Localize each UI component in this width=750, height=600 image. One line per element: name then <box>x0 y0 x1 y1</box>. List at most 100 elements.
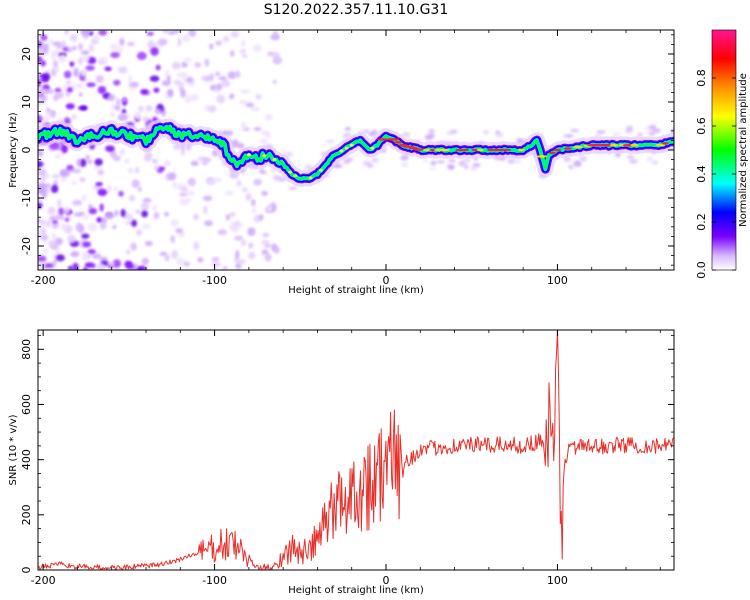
spectrogram-noise-blob <box>73 67 79 77</box>
spectrogram-noise-blob <box>170 235 176 243</box>
spectrogram-noise-blob <box>100 222 107 230</box>
spectrogram-noise-blob <box>96 217 102 223</box>
colorbar: 0.0 0.2 0.4 0.6 0.8 Normalized spectral ampl… <box>695 29 749 279</box>
spectrogram-noise-blob <box>126 41 135 47</box>
spectrogram-noise-blob <box>214 71 221 77</box>
spectrogram-halo-blob <box>651 160 659 165</box>
spectrogram-noise-blob <box>213 177 222 183</box>
spectrogram-noise-blob <box>161 80 171 87</box>
spectrogram-ridge-peak <box>536 155 548 158</box>
spectrogram-halo-blob <box>428 166 437 170</box>
spectrogram-noise-blob <box>135 209 141 214</box>
spectrogram-noise-blob <box>60 222 68 232</box>
spectrogram-noise-blob <box>38 149 44 157</box>
spectrogram-noise-blob <box>110 51 120 58</box>
spectrogram-noise-blob <box>272 79 277 85</box>
spectrogram-noise-blob <box>125 249 131 256</box>
spectrogram-noise-blob <box>131 219 138 227</box>
spectrogram-halo-blob <box>646 156 654 163</box>
spectrogram-noise-blob <box>179 192 188 197</box>
spectrogram-noise-blob <box>220 79 231 88</box>
spectrogram-noise-blob <box>190 160 199 167</box>
spectrogram-noise-blob <box>109 43 119 51</box>
spectrogram-noise-blob <box>149 75 160 82</box>
spectrogram-halo-blob <box>593 134 602 138</box>
spectrogram-y-ticks: -20 -10 0 10 20 <box>20 34 674 266</box>
spectrogram-noise-blob <box>175 228 184 234</box>
spectrogram-noise-blob <box>58 207 65 216</box>
spectrogram-noise-blob <box>155 64 161 71</box>
spectrogram-noise-blob <box>72 199 83 206</box>
spectrogram-halo-blob <box>344 126 351 131</box>
spectrogram-halo-blob <box>422 159 429 163</box>
colorbar-tick-label: 0.2 <box>695 213 708 231</box>
spectrogram-noise-blob <box>218 76 227 81</box>
snr-y-tick-label: 600 <box>20 394 33 415</box>
spectrogram-noise-blob <box>153 163 160 171</box>
spectrogram-noise-blob <box>153 87 160 93</box>
spectrogram-halo-blob <box>463 164 469 170</box>
spectrogram-noise-blob <box>130 242 137 251</box>
spectrogram-noise-blob <box>51 174 60 179</box>
spectrogram-noise-blob <box>113 186 118 192</box>
spectrogram-halo-blob <box>563 133 573 139</box>
spectrogram-noise-blob <box>88 207 98 215</box>
spectrogram-noise-blob <box>80 55 90 62</box>
spectrogram-noise-blob <box>224 190 234 196</box>
spectrogram-noise-blob <box>69 61 75 67</box>
spectrogram-halo-blob <box>463 157 471 163</box>
spectrogram-noise-blob <box>38 218 42 224</box>
spectrogram-noise-blob <box>143 154 152 162</box>
spectrogram-noise-blob <box>112 224 117 230</box>
spectrogram-noise-blob <box>87 249 96 255</box>
spectrogram-halo-blob <box>573 162 582 167</box>
spectrogram-noise-blob <box>264 253 272 262</box>
spectrogram-ridge-peak <box>563 147 572 150</box>
spectrogram-ridge-peak <box>318 168 323 172</box>
spectrogram-noise-blob <box>45 219 52 228</box>
spectrogram-noise-blob <box>93 33 100 43</box>
spectrogram-noise-blob <box>233 235 244 241</box>
spectrogram-noise-blob <box>40 226 47 236</box>
spectrogram-ridge-peak <box>517 148 525 152</box>
spectrogram-noise-blob <box>107 261 115 267</box>
spectrogram-noise-blob <box>182 72 188 82</box>
spectrogram-ridge-peak <box>288 170 292 174</box>
spectrogram-noise-blob <box>266 205 273 213</box>
spectrogram-noise-blob <box>176 257 184 266</box>
spectrogram-noise-blob <box>172 181 178 189</box>
spectrogram-halo-blob <box>288 186 298 191</box>
spectrogram-noise-blob <box>132 263 139 270</box>
spectrogram-ridge-peak <box>393 141 403 144</box>
snr-x-ticks: -200 -100 0 100 <box>31 330 661 587</box>
spectrogram-noise-blob <box>152 204 158 211</box>
spectrogram-halo-blob <box>258 168 265 174</box>
spectrogram-noise-blob <box>203 220 213 227</box>
spectrogram-y-tick-label: -20 <box>20 237 33 255</box>
spectrogram-ridge-peak <box>471 148 479 152</box>
spectrogram-noise-blob <box>135 228 143 236</box>
spectrogram-y-label: Frequency (Hz) <box>8 112 19 188</box>
colorbar-tick-label: 0.6 <box>695 117 708 135</box>
spectrogram-noise-blob <box>204 58 210 67</box>
spectrogram-noise-blob <box>42 115 49 124</box>
spectrogram-noise-blob <box>231 225 239 234</box>
spectrogram-noise-blob <box>81 251 89 261</box>
spectrogram-noise-blob <box>193 241 200 251</box>
spectrogram-noise-blob <box>118 66 128 74</box>
spectrogram-noise-blob <box>242 187 248 193</box>
spectrogram-noise-blob <box>38 89 43 98</box>
spectrogram-noise-blob <box>85 65 95 71</box>
spectrogram-noise-blob <box>81 233 90 239</box>
spectrogram-noise-blob <box>40 175 46 183</box>
spectrogram-halo-blob <box>495 133 504 138</box>
spectrogram-noise-blob <box>240 89 251 94</box>
snr-plot-frame <box>37 329 675 571</box>
spectrogram-noise-blob <box>187 177 196 187</box>
spectrogram-noise-blob <box>248 251 256 260</box>
spectrogram-noise-blob <box>140 88 149 95</box>
spectrogram-noise-blob <box>77 105 88 111</box>
spectrogram-halo-blob <box>367 162 374 168</box>
spectrogram-noise-blob <box>235 250 240 259</box>
colorbar-tick-label: 0.8 <box>695 69 708 87</box>
